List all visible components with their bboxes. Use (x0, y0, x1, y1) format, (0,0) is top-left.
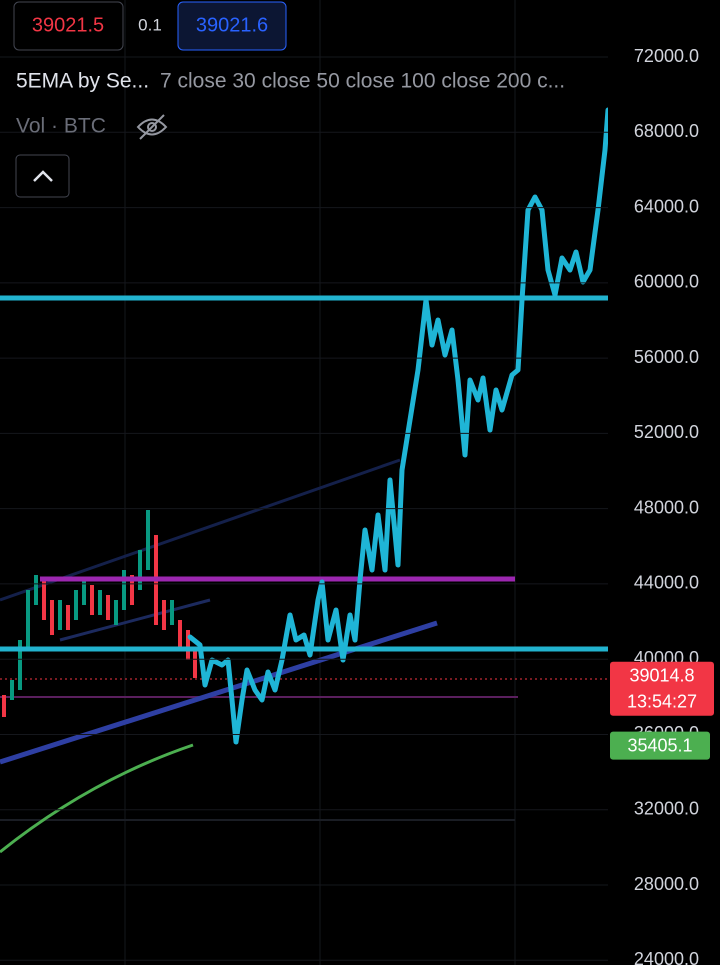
candle (66, 605, 70, 630)
candle (90, 585, 94, 615)
candle (82, 580, 86, 605)
y-tick-label: 52000.0 (634, 422, 699, 442)
candle (106, 595, 110, 620)
candle (178, 620, 182, 650)
price-axis-ticks: 72000.0 68000.0 64000.0 60000.0 56000.0 52000… (0, 46, 699, 965)
volume-label[interactable]: Vol · BTC (16, 115, 106, 138)
candle (146, 510, 150, 570)
last-price-badge (610, 661, 714, 716)
ema-price-badge (610, 731, 710, 760)
y-tick-label: 24000.0 (634, 949, 699, 965)
y-tick-label: 28000.0 (634, 874, 699, 894)
candle (98, 590, 102, 615)
candle (26, 590, 30, 650)
candle (186, 630, 190, 660)
hide-icon[interactable] (136, 114, 168, 140)
y-tick-label: 60000.0 (634, 272, 699, 292)
candle (122, 570, 126, 610)
bar-countdown: 13:54:27 (627, 691, 697, 711)
candle (34, 575, 38, 605)
candle (130, 575, 134, 605)
y-tick-label: 68000.0 (634, 121, 699, 141)
bid-price: 39021.5 (32, 14, 104, 36)
y-tick-label: 48000.0 (634, 497, 699, 517)
y-tick-label: 72000.0 (634, 46, 699, 66)
trend-line (0, 620, 438, 765)
candle (170, 600, 174, 625)
collapse-button[interactable] (15, 154, 70, 198)
price-badges: 39014.8 13:54:27 35405.1 (610, 661, 714, 760)
candle (74, 590, 78, 620)
candle (138, 550, 142, 590)
y-tick-label: 56000.0 (634, 347, 699, 367)
y-tick-label: 64000.0 (634, 196, 699, 216)
ema-line (0, 743, 194, 854)
candle (193, 650, 197, 678)
candle (42, 580, 46, 620)
spread: 0.1 (138, 15, 162, 34)
trend-line (59, 598, 211, 642)
indicator-params: 7 close 30 close 50 close 100 close 200 … (160, 70, 565, 93)
candle (162, 600, 166, 630)
ask-button[interactable] (177, 1, 287, 51)
candle (10, 680, 14, 700)
ema-price: 35405.1 (627, 735, 692, 755)
candle (50, 600, 54, 635)
price-axis (608, 0, 720, 965)
grid (124, 0, 516, 965)
last-price: 39014.8 (629, 665, 694, 685)
chevron-up (33, 170, 53, 182)
hand-drawn-path (187, 107, 611, 745)
indicator-name[interactable]: 5EMA by Se... (16, 70, 149, 93)
candle (18, 640, 22, 690)
bid-button[interactable] (13, 1, 124, 51)
ask-price: 39021.6 (196, 14, 268, 36)
candles (2, 510, 197, 717)
candle (2, 695, 6, 717)
y-tick-label: 44000.0 (634, 573, 699, 593)
y-tick-label: 32000.0 (634, 798, 699, 818)
candle (58, 600, 62, 630)
candle (114, 600, 118, 625)
